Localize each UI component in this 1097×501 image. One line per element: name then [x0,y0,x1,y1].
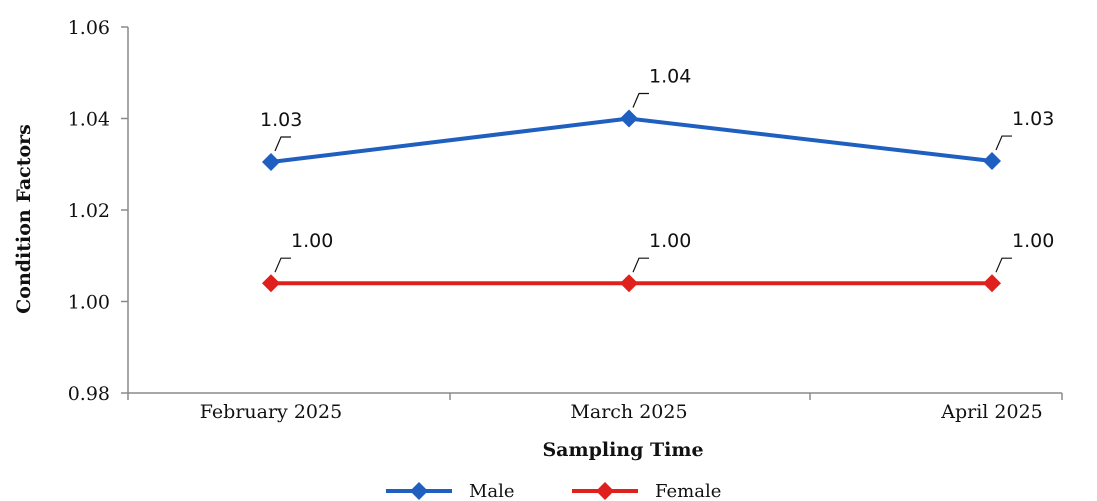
x-tick-label: February 2025 [200,401,342,423]
data-label: 1.03 [1012,108,1054,130]
y-tick-label: 1.00 [68,292,110,314]
x-tick-label: March 2025 [570,401,687,423]
data-point-marker [620,109,638,128]
data-label-leader [274,257,291,273]
y-tick-label: 1.06 [68,17,110,39]
data-label-leader [632,92,649,108]
data-label-leader [995,257,1012,273]
y-tick-group: 0.98 1.00 1.02 1.04 1.06 [68,17,128,405]
data-point-marker [620,274,638,293]
data-point-marker [262,274,280,293]
legend-label: Male [469,481,515,501]
data-label: 1.00 [291,230,333,252]
series-female: 1.00 1.00 1.00 [262,230,1054,293]
data-point-marker [262,152,280,171]
data-label: 1.04 [649,66,691,88]
legend-item-male: Male [386,481,515,501]
data-point-marker [983,152,1001,171]
y-axis-title: Condition Factors [13,124,35,314]
data-label: 1.03 [260,109,302,131]
data-point-marker [983,274,1001,293]
series-line-male [270,116,993,164]
x-axis: February 2025 March 2025 April 2025 [127,392,1063,423]
legend: Male Female [386,481,721,501]
y-axis: 0.98 1.00 1.02 1.04 1.06 [68,17,129,405]
series-layer: 1.03 1.04 1.03 1.00 1.00 1.00 [260,66,1054,293]
x-axis-title: Sampling Time [542,439,703,461]
y-tick-label: 0.98 [68,383,110,405]
data-label-leader [274,136,291,152]
y-tick-label: 1.04 [68,109,110,131]
x-tick-group: February 2025 March 2025 April 2025 [127,393,1063,423]
data-label: 1.00 [1012,230,1054,252]
legend-marker [410,482,428,500]
y-tick-label: 1.02 [68,200,110,222]
data-label: 1.00 [649,230,691,252]
data-label-leader [632,257,649,273]
series-male: 1.03 1.04 1.03 [260,66,1054,171]
legend-marker [596,482,614,500]
legend-item-female: Female [572,481,721,501]
data-label-leader [995,135,1012,151]
x-tick-label: April 2025 [940,401,1043,423]
legend-label: Female [655,481,721,501]
